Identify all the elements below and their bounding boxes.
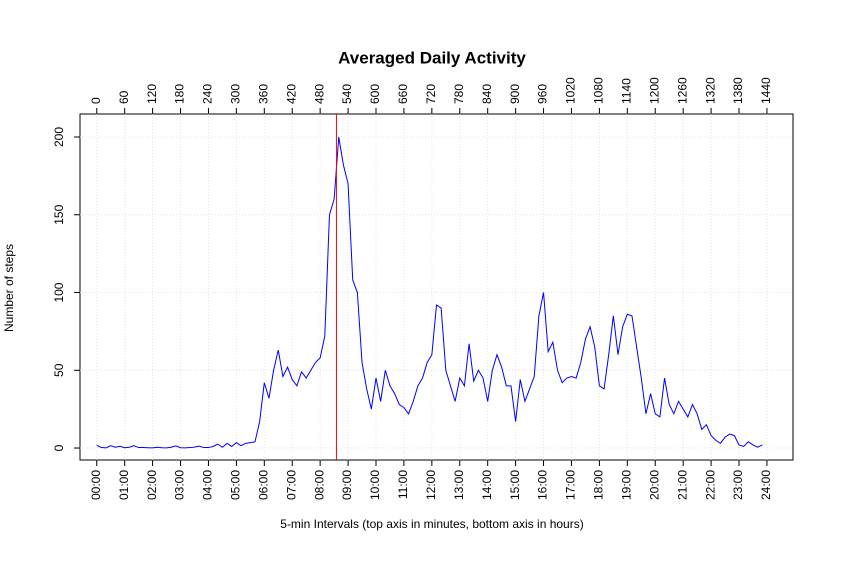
- x2-tick-label: 840: [480, 84, 494, 104]
- y-tick-label: 100: [52, 282, 66, 302]
- x2-tick-label: 1260: [675, 77, 689, 104]
- x2-tick-label: 1440: [759, 77, 773, 104]
- x2-tick-label: 240: [201, 84, 215, 104]
- x2-tick-label: 900: [508, 84, 522, 104]
- x2-tick-label: 120: [145, 84, 159, 104]
- x-tick-label: 15:00: [508, 470, 522, 500]
- x2-tick-label: 0: [89, 97, 103, 104]
- y-tick-label: 150: [52, 204, 66, 224]
- x-tick-label: 08:00: [312, 470, 326, 500]
- x-tick-label: 21:00: [675, 470, 689, 500]
- x2-tick-label: 1140: [619, 78, 633, 104]
- x-tick-label: 12:00: [424, 470, 438, 500]
- x2-tick-label: 960: [536, 84, 550, 104]
- x2-tick-label: 540: [340, 84, 354, 104]
- x2-tick-label: 1320: [703, 77, 717, 104]
- x2-tick-label: 720: [424, 84, 438, 104]
- x-tick-label: 07:00: [284, 470, 298, 500]
- x-tick-label: 09:00: [340, 470, 354, 500]
- x2-tick-label: 1080: [592, 77, 606, 104]
- x-tick-label: 11:00: [396, 470, 410, 499]
- x2-tick-label: 300: [229, 84, 243, 104]
- x2-tick-label: 180: [173, 84, 187, 104]
- x-tick-label: 03:00: [173, 470, 187, 500]
- x-tick-label: 06:00: [256, 470, 270, 500]
- x-tick-label: 16:00: [536, 470, 550, 500]
- x2-tick-label: 60: [117, 90, 131, 104]
- x2-tick-label: 780: [452, 84, 466, 104]
- x-axis-label: 5-min Intervals (top axis in minutes, bo…: [280, 517, 583, 531]
- x-tick-label: 20:00: [647, 470, 661, 500]
- x2-tick-label: 360: [256, 84, 270, 104]
- y-tick-label: 50: [52, 363, 66, 377]
- x2-tick-label: 1380: [731, 77, 745, 104]
- x-tick-label: 13:00: [452, 470, 466, 500]
- x-tick-label: 02:00: [145, 470, 159, 500]
- x-tick-label: 05:00: [229, 470, 243, 500]
- x-tick-label: 23:00: [731, 470, 745, 500]
- x-tick-label: 01:00: [117, 470, 131, 500]
- x2-tick-label: 660: [396, 84, 410, 104]
- y-tick-label: 200: [52, 127, 66, 147]
- chart-title: Averaged Daily Activity: [338, 48, 526, 67]
- x-tick-label: 04:00: [201, 470, 215, 500]
- y-axis-label: Number of steps: [2, 244, 16, 332]
- x2-tick-label: 600: [368, 84, 382, 104]
- x2-tick-label: 1020: [564, 77, 578, 104]
- x-tick-label: 14:00: [480, 470, 494, 500]
- y-tick-label: 0: [52, 444, 66, 451]
- x-tick-label: 22:00: [703, 470, 717, 500]
- x2-tick-label: 480: [312, 84, 326, 104]
- x-tick-label: 00:00: [89, 470, 103, 500]
- x2-tick-label: 1200: [647, 77, 661, 104]
- x-tick-label: 10:00: [368, 470, 382, 500]
- plot-frame: [79, 113, 794, 461]
- x2-tick-label: 420: [284, 84, 298, 104]
- x-tick-label: 17:00: [564, 470, 578, 500]
- x-tick-label: 24:00: [759, 470, 773, 500]
- x-tick-label: 19:00: [619, 470, 633, 500]
- data-line: [96, 136, 763, 449]
- x-tick-label: 18:00: [592, 470, 606, 500]
